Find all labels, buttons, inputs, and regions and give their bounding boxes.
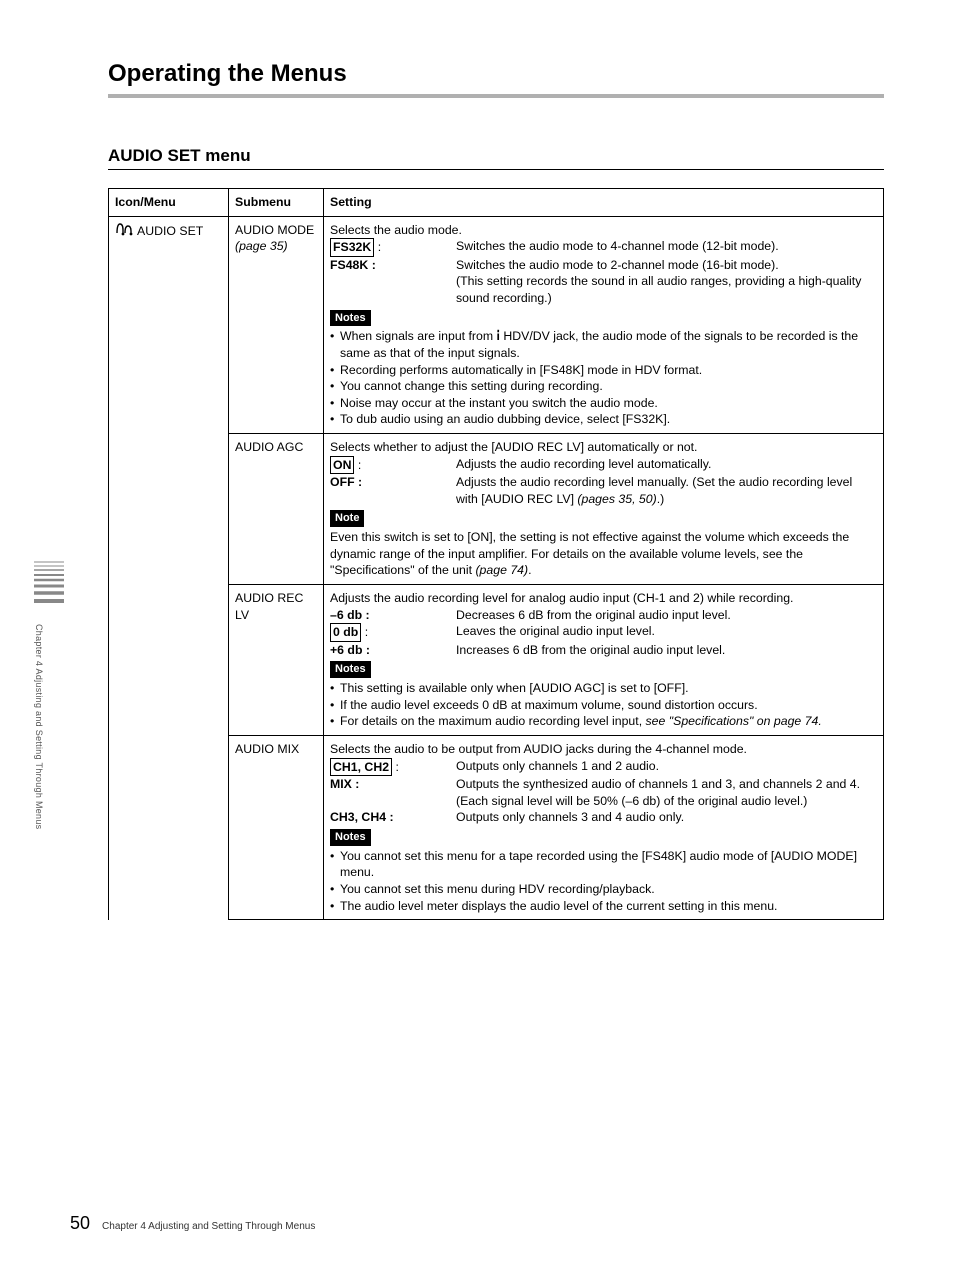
- notes-badge: Notes: [330, 829, 371, 846]
- sidebar-chapter-label: Chapter 4 Adjusting and Setting Through …: [34, 624, 44, 829]
- page-title: Operating the Menus: [108, 60, 884, 98]
- footer-text: Chapter 4 Adjusting and Setting Through …: [102, 1221, 315, 1232]
- iconmenu-label: AUDIO SET: [137, 223, 203, 240]
- audio-set-table: Icon/Menu Submenu Setting AUDIO SET: [108, 188, 884, 920]
- audio-set-icon: [115, 222, 133, 241]
- page-footer: 50 Chapter 4 Adjusting and Setting Throu…: [70, 1213, 315, 1234]
- th-sub: Submenu: [229, 189, 324, 217]
- rail-decor: [34, 560, 74, 606]
- cell-iconmenu: AUDIO SET: [109, 216, 229, 920]
- th-icon: Icon/Menu: [109, 189, 229, 217]
- setting-audio-mix: Selects the audio to be output from AUDI…: [324, 735, 884, 919]
- section-title: AUDIO SET menu: [108, 146, 884, 170]
- sub-audio-rec: AUDIO REC LV: [229, 584, 324, 735]
- sub-audio-agc: AUDIO AGC: [229, 433, 324, 584]
- th-setting: Setting: [324, 189, 884, 217]
- page-number: 50: [70, 1213, 90, 1234]
- setting-audio-mode: Selects the audio mode. FS32K : Switches…: [324, 216, 884, 433]
- setting-audio-rec: Adjusts the audio recording level for an…: [324, 584, 884, 735]
- note-badge: Note: [330, 510, 364, 527]
- notes-badge: Notes: [330, 661, 371, 678]
- sub-audio-mix: AUDIO MIX: [229, 735, 324, 919]
- setting-audio-agc: Selects whether to adjust the [AUDIO REC…: [324, 433, 884, 584]
- notes-badge: Notes: [330, 310, 371, 327]
- side-rail: Chapter 4 Adjusting and Setting Through …: [34, 560, 74, 829]
- sub-audio-mode: AUDIO MODE (page 35): [229, 216, 324, 433]
